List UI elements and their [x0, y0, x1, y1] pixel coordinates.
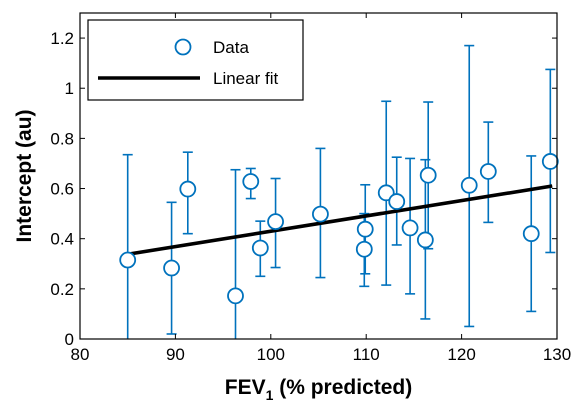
- data-point: [179, 180, 197, 198]
- x-tick-label: 130: [543, 345, 571, 364]
- linear-fit-line: [127, 184, 553, 257]
- legend: Data Linear fit: [87, 19, 304, 101]
- legend-box: [87, 19, 304, 101]
- fit-line-layer: [127, 184, 553, 257]
- legend-label-fit: Linear fit: [213, 69, 278, 88]
- data-point: [119, 251, 137, 269]
- data-point: [541, 153, 559, 170]
- data-point: [479, 163, 497, 180]
- error-bar: [230, 168, 241, 339]
- error-bars: [122, 44, 556, 339]
- data-point: [227, 287, 244, 305]
- x-axis-title-subscript: 1: [266, 387, 274, 403]
- x-tick-label: 80: [71, 345, 90, 364]
- axes-box: [79, 12, 558, 340]
- y-tick-label: 0: [65, 330, 74, 349]
- data-point: [419, 166, 437, 184]
- error-bar: [122, 153, 133, 339]
- data-point: [163, 259, 180, 277]
- data-point: [251, 239, 269, 257]
- axes: [79, 12, 558, 340]
- legend-marker-data: [174, 38, 192, 56]
- y-tick-label: 0.8: [50, 129, 74, 148]
- x-tick-label: 110: [353, 345, 380, 364]
- y-tick-label: 0.4: [50, 230, 74, 249]
- data-points: [119, 153, 559, 305]
- data-point: [356, 220, 374, 238]
- tick-labels: 80 90 100 110 120 130 0 0.2 0.4 0.6 0.8 1 1.2: [50, 29, 571, 364]
- x-tick-label: 120: [447, 345, 475, 364]
- legend-label-data: Data: [213, 38, 249, 57]
- data-point: [242, 173, 260, 190]
- y-tick-label: 1: [65, 79, 74, 98]
- data-point: [460, 176, 478, 194]
- x-axis-title: FEV1 (% predicted): [225, 376, 413, 403]
- axis-titles: FEV1 (% predicted) Intercept (au): [13, 109, 412, 403]
- data-point: [388, 193, 406, 210]
- data-point: [267, 213, 284, 231]
- data-point: [522, 225, 540, 243]
- data-point: [401, 219, 419, 237]
- data-point: [416, 231, 434, 249]
- x-tick-label: 100: [257, 345, 285, 364]
- y-tick-label: 1.2: [50, 29, 74, 48]
- y-axis-title: Intercept (au): [13, 109, 36, 242]
- x-tick-label: 90: [166, 345, 185, 364]
- y-tick-label: 0.2: [50, 280, 74, 299]
- data-point: [355, 240, 373, 258]
- data-point: [377, 184, 395, 202]
- x-axis-title-rest: (% predicted): [273, 376, 412, 399]
- y-tick-label: 0.6: [50, 180, 74, 199]
- data-point: [312, 205, 329, 223]
- x-axis-title-main: FEV: [225, 376, 266, 399]
